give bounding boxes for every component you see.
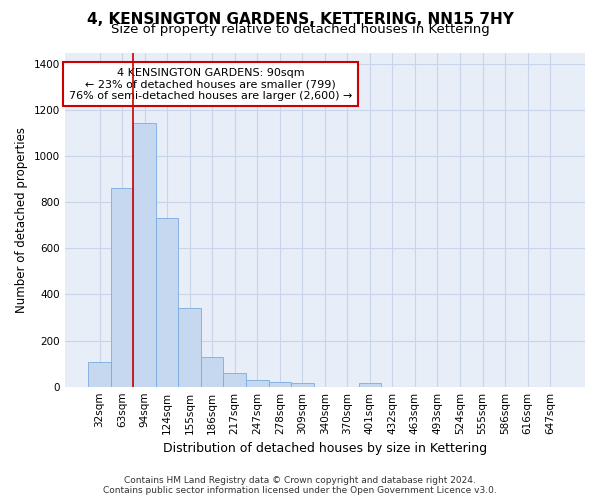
Bar	[246, 380, 269, 386]
Text: Contains HM Land Registry data © Crown copyright and database right 2024.
Contai: Contains HM Land Registry data © Crown c…	[103, 476, 497, 495]
Bar	[223, 373, 246, 386]
Bar	[359, 383, 381, 386]
Bar	[133, 123, 156, 386]
Bar	[291, 383, 314, 386]
Bar	[111, 188, 133, 386]
X-axis label: Distribution of detached houses by size in Kettering: Distribution of detached houses by size …	[163, 442, 487, 455]
Text: Size of property relative to detached houses in Kettering: Size of property relative to detached ho…	[110, 22, 490, 36]
Bar	[88, 362, 111, 386]
Bar	[269, 382, 291, 386]
Bar	[156, 218, 178, 386]
Bar	[178, 308, 201, 386]
Text: 4 KENSINGTON GARDENS: 90sqm
← 23% of detached houses are smaller (799)
76% of se: 4 KENSINGTON GARDENS: 90sqm ← 23% of det…	[68, 68, 352, 100]
Bar	[201, 356, 223, 386]
Text: 4, KENSINGTON GARDENS, KETTERING, NN15 7HY: 4, KENSINGTON GARDENS, KETTERING, NN15 7…	[86, 12, 514, 28]
Y-axis label: Number of detached properties: Number of detached properties	[15, 126, 28, 312]
